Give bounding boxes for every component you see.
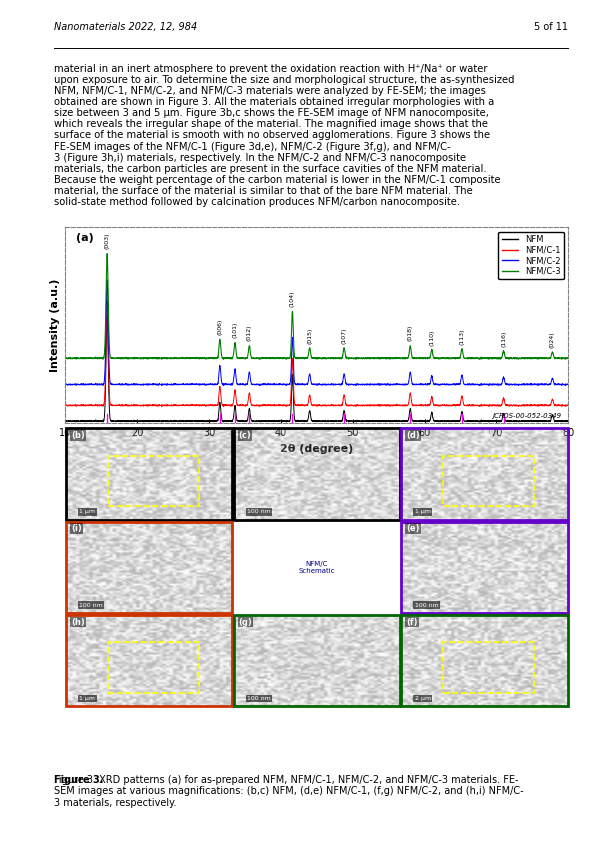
Text: Figure 3. XRD patterns (a) for as-prepared NFM, NFM/C-1, NFM/C-2, and NFM/C-3 ma: Figure 3. XRD patterns (a) for as-prepar… bbox=[54, 775, 523, 807]
Text: (113): (113) bbox=[459, 328, 465, 344]
Text: (b): (b) bbox=[71, 431, 84, 440]
Text: (g): (g) bbox=[239, 617, 252, 626]
Text: obtained are shown in Figure 3. All the materials obtained irregular morphologie: obtained are shown in Figure 3. All the … bbox=[54, 97, 494, 107]
Text: (a): (a) bbox=[76, 233, 93, 243]
Bar bbox=[108, 642, 199, 693]
Text: 1 μm: 1 μm bbox=[79, 509, 95, 514]
Text: (116): (116) bbox=[501, 330, 506, 347]
Text: 2 μm: 2 μm bbox=[415, 696, 431, 701]
Text: Figure 3.: Figure 3. bbox=[54, 775, 103, 785]
Text: FE-SEM images of the NFM/C-1 (Figure 3d,e), NFM/C-2 (Figure 3f,g), and NFM/C-: FE-SEM images of the NFM/C-1 (Figure 3d,… bbox=[54, 141, 450, 152]
Text: (006): (006) bbox=[217, 319, 223, 335]
Text: (c): (c) bbox=[239, 431, 251, 440]
Text: material, the surface of the material is similar to that of the bare NFM materia: material, the surface of the material is… bbox=[54, 186, 472, 196]
Text: (012): (012) bbox=[247, 325, 252, 342]
Text: (i): (i) bbox=[71, 525, 82, 533]
Text: (101): (101) bbox=[233, 322, 237, 338]
Text: (018): (018) bbox=[408, 325, 413, 342]
Text: Because the weight percentage of the carbon material is lower in the NFM/C-1 com: Because the weight percentage of the car… bbox=[54, 175, 500, 185]
Legend: NFM, NFM/C-1, NFM/C-2, NFM/C-3: NFM, NFM/C-1, NFM/C-2, NFM/C-3 bbox=[499, 232, 564, 280]
Text: (024): (024) bbox=[550, 331, 555, 348]
Text: NFM, NFM/C-1, NFM/C-2, and NFM/C-3 materials were analyzed by FE-SEM; the images: NFM, NFM/C-1, NFM/C-2, and NFM/C-3 mater… bbox=[54, 86, 486, 96]
Text: 100 nm: 100 nm bbox=[247, 696, 271, 701]
Text: 1 μm: 1 μm bbox=[415, 509, 431, 514]
Text: JCPDS-00-052-0349: JCPDS-00-052-0349 bbox=[492, 413, 561, 419]
Text: 5 of 11: 5 of 11 bbox=[534, 22, 568, 31]
Text: materials, the carbon particles are present in the surface cavities of the NFM m: materials, the carbon particles are pres… bbox=[54, 164, 486, 173]
Bar bbox=[443, 642, 534, 693]
Text: 3 (Figure 3h,i) materials, respectively. In the NFM/C-2 and NFM/C-3 nanocomposit: 3 (Figure 3h,i) materials, respectively.… bbox=[54, 152, 466, 163]
Text: 1 μm: 1 μm bbox=[79, 696, 95, 701]
Text: surface of the material is smooth with no observed agglomerations. Figure 3 show: surface of the material is smooth with n… bbox=[54, 131, 490, 141]
Text: (107): (107) bbox=[342, 327, 347, 344]
Text: (110): (110) bbox=[429, 329, 434, 346]
X-axis label: 2θ (degree): 2θ (degree) bbox=[280, 444, 353, 454]
Text: (003): (003) bbox=[105, 233, 109, 249]
Text: 100 nm: 100 nm bbox=[247, 509, 271, 514]
Text: (h): (h) bbox=[71, 617, 84, 626]
Text: NFM/C
Schematic: NFM/C Schematic bbox=[299, 561, 335, 574]
Y-axis label: Intensity (a.u.): Intensity (a.u.) bbox=[50, 279, 60, 372]
Text: material in an inert atmosphere to prevent the oxidation reaction with H⁺/Na⁺ or: material in an inert atmosphere to preve… bbox=[54, 64, 487, 74]
Text: (104): (104) bbox=[290, 290, 295, 307]
Bar bbox=[443, 456, 534, 506]
Text: Nanomaterials 2022, 12, 984: Nanomaterials 2022, 12, 984 bbox=[54, 22, 197, 31]
Text: (e): (e) bbox=[406, 525, 419, 533]
Text: (f): (f) bbox=[406, 617, 418, 626]
Text: (015): (015) bbox=[307, 328, 312, 344]
Text: (d): (d) bbox=[406, 431, 420, 440]
Text: solid-state method followed by calcination produces NFM/carbon nanocomposite.: solid-state method followed by calcinati… bbox=[54, 197, 460, 207]
Text: size between 3 and 5 μm. Figure 3b,c shows the FE-SEM image of NFM nanocomposite: size between 3 and 5 μm. Figure 3b,c sho… bbox=[54, 109, 488, 118]
Text: 100 nm: 100 nm bbox=[79, 603, 103, 608]
Text: upon exposure to air. To determine the size and morphological structure, the as-: upon exposure to air. To determine the s… bbox=[54, 75, 514, 85]
Bar bbox=[108, 456, 199, 506]
Text: which reveals the irregular shape of the material. The magnified image shows tha: which reveals the irregular shape of the… bbox=[54, 120, 487, 130]
Text: 100 nm: 100 nm bbox=[415, 603, 439, 608]
